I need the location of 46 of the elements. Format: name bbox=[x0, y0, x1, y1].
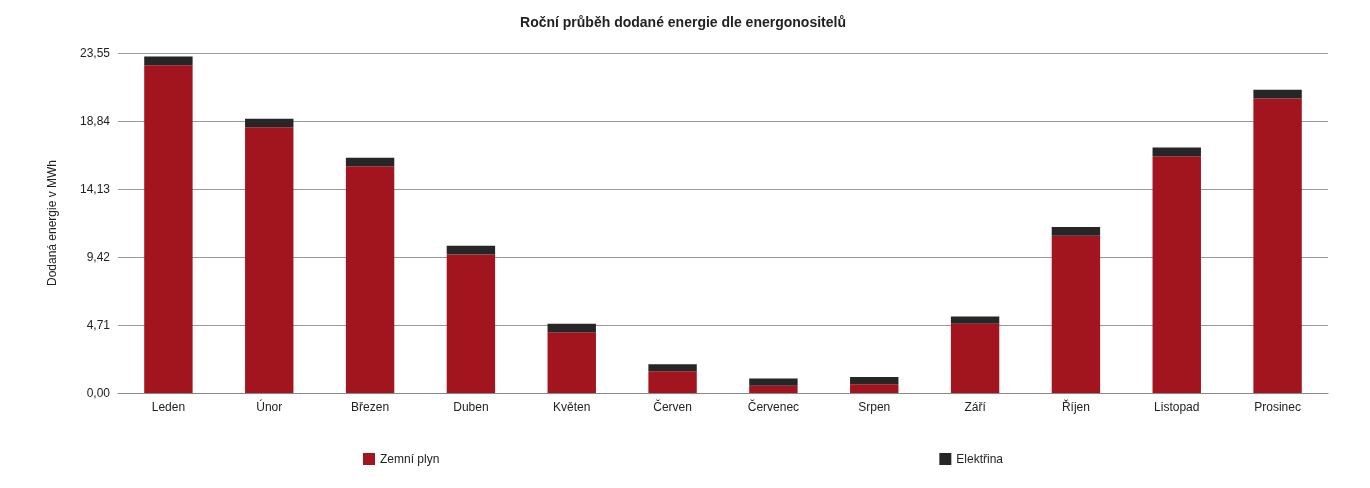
bar bbox=[245, 118, 294, 128]
y-tick-label: 0,00 bbox=[86, 386, 111, 400]
y-tick-label: 4,71 bbox=[86, 318, 111, 332]
bar bbox=[446, 245, 496, 255]
bar bbox=[144, 65, 193, 393]
bar bbox=[1152, 156, 1201, 393]
bar bbox=[1152, 147, 1201, 157]
bar bbox=[345, 157, 395, 167]
bar bbox=[1051, 235, 1101, 393]
bar bbox=[950, 323, 1000, 393]
bar bbox=[749, 378, 798, 386]
bar bbox=[245, 127, 294, 393]
x-tick-label: Duben bbox=[453, 400, 489, 414]
bar bbox=[1253, 98, 1302, 393]
bar bbox=[950, 316, 1000, 324]
x-tick-label: Prosinec bbox=[1254, 400, 1301, 414]
bar bbox=[850, 377, 899, 385]
bar bbox=[1253, 89, 1302, 99]
legend-label: Elektřina bbox=[956, 452, 1004, 466]
x-tick-label: Červenec bbox=[747, 399, 800, 414]
x-tick-label: Září bbox=[964, 400, 987, 414]
bar bbox=[648, 371, 697, 393]
x-tick-label: Únor bbox=[256, 399, 283, 414]
x-tick-label: Říjen bbox=[1061, 399, 1090, 414]
x-tick-label: Listopad bbox=[1154, 400, 1200, 414]
y-tick-label: 18,84 bbox=[79, 114, 111, 128]
bar bbox=[1051, 226, 1101, 236]
y-tick-label: 9,42 bbox=[86, 250, 111, 264]
bar bbox=[345, 166, 395, 393]
y-axis-title: Dodaná energie v MWh bbox=[45, 159, 59, 287]
x-tick-label: Březen bbox=[351, 400, 390, 414]
bar bbox=[749, 385, 798, 393]
y-tick-label: 23,55 bbox=[79, 46, 111, 60]
bar bbox=[446, 254, 496, 393]
bar bbox=[547, 323, 596, 333]
bar bbox=[547, 332, 596, 393]
x-tick-label: Červen bbox=[653, 399, 692, 414]
x-tick-label: Srpen bbox=[858, 400, 891, 414]
y-tick-label: 14,13 bbox=[79, 182, 111, 196]
bar bbox=[144, 56, 193, 66]
legend-label: Zemní plyn bbox=[379, 452, 440, 466]
bar bbox=[850, 384, 899, 393]
x-tick-label: Leden bbox=[151, 400, 186, 414]
bar bbox=[648, 364, 697, 372]
chart-title: Roční průběh dodané energie dle energonositelů bbox=[520, 14, 846, 30]
x-tick-label: Květen bbox=[553, 400, 591, 414]
